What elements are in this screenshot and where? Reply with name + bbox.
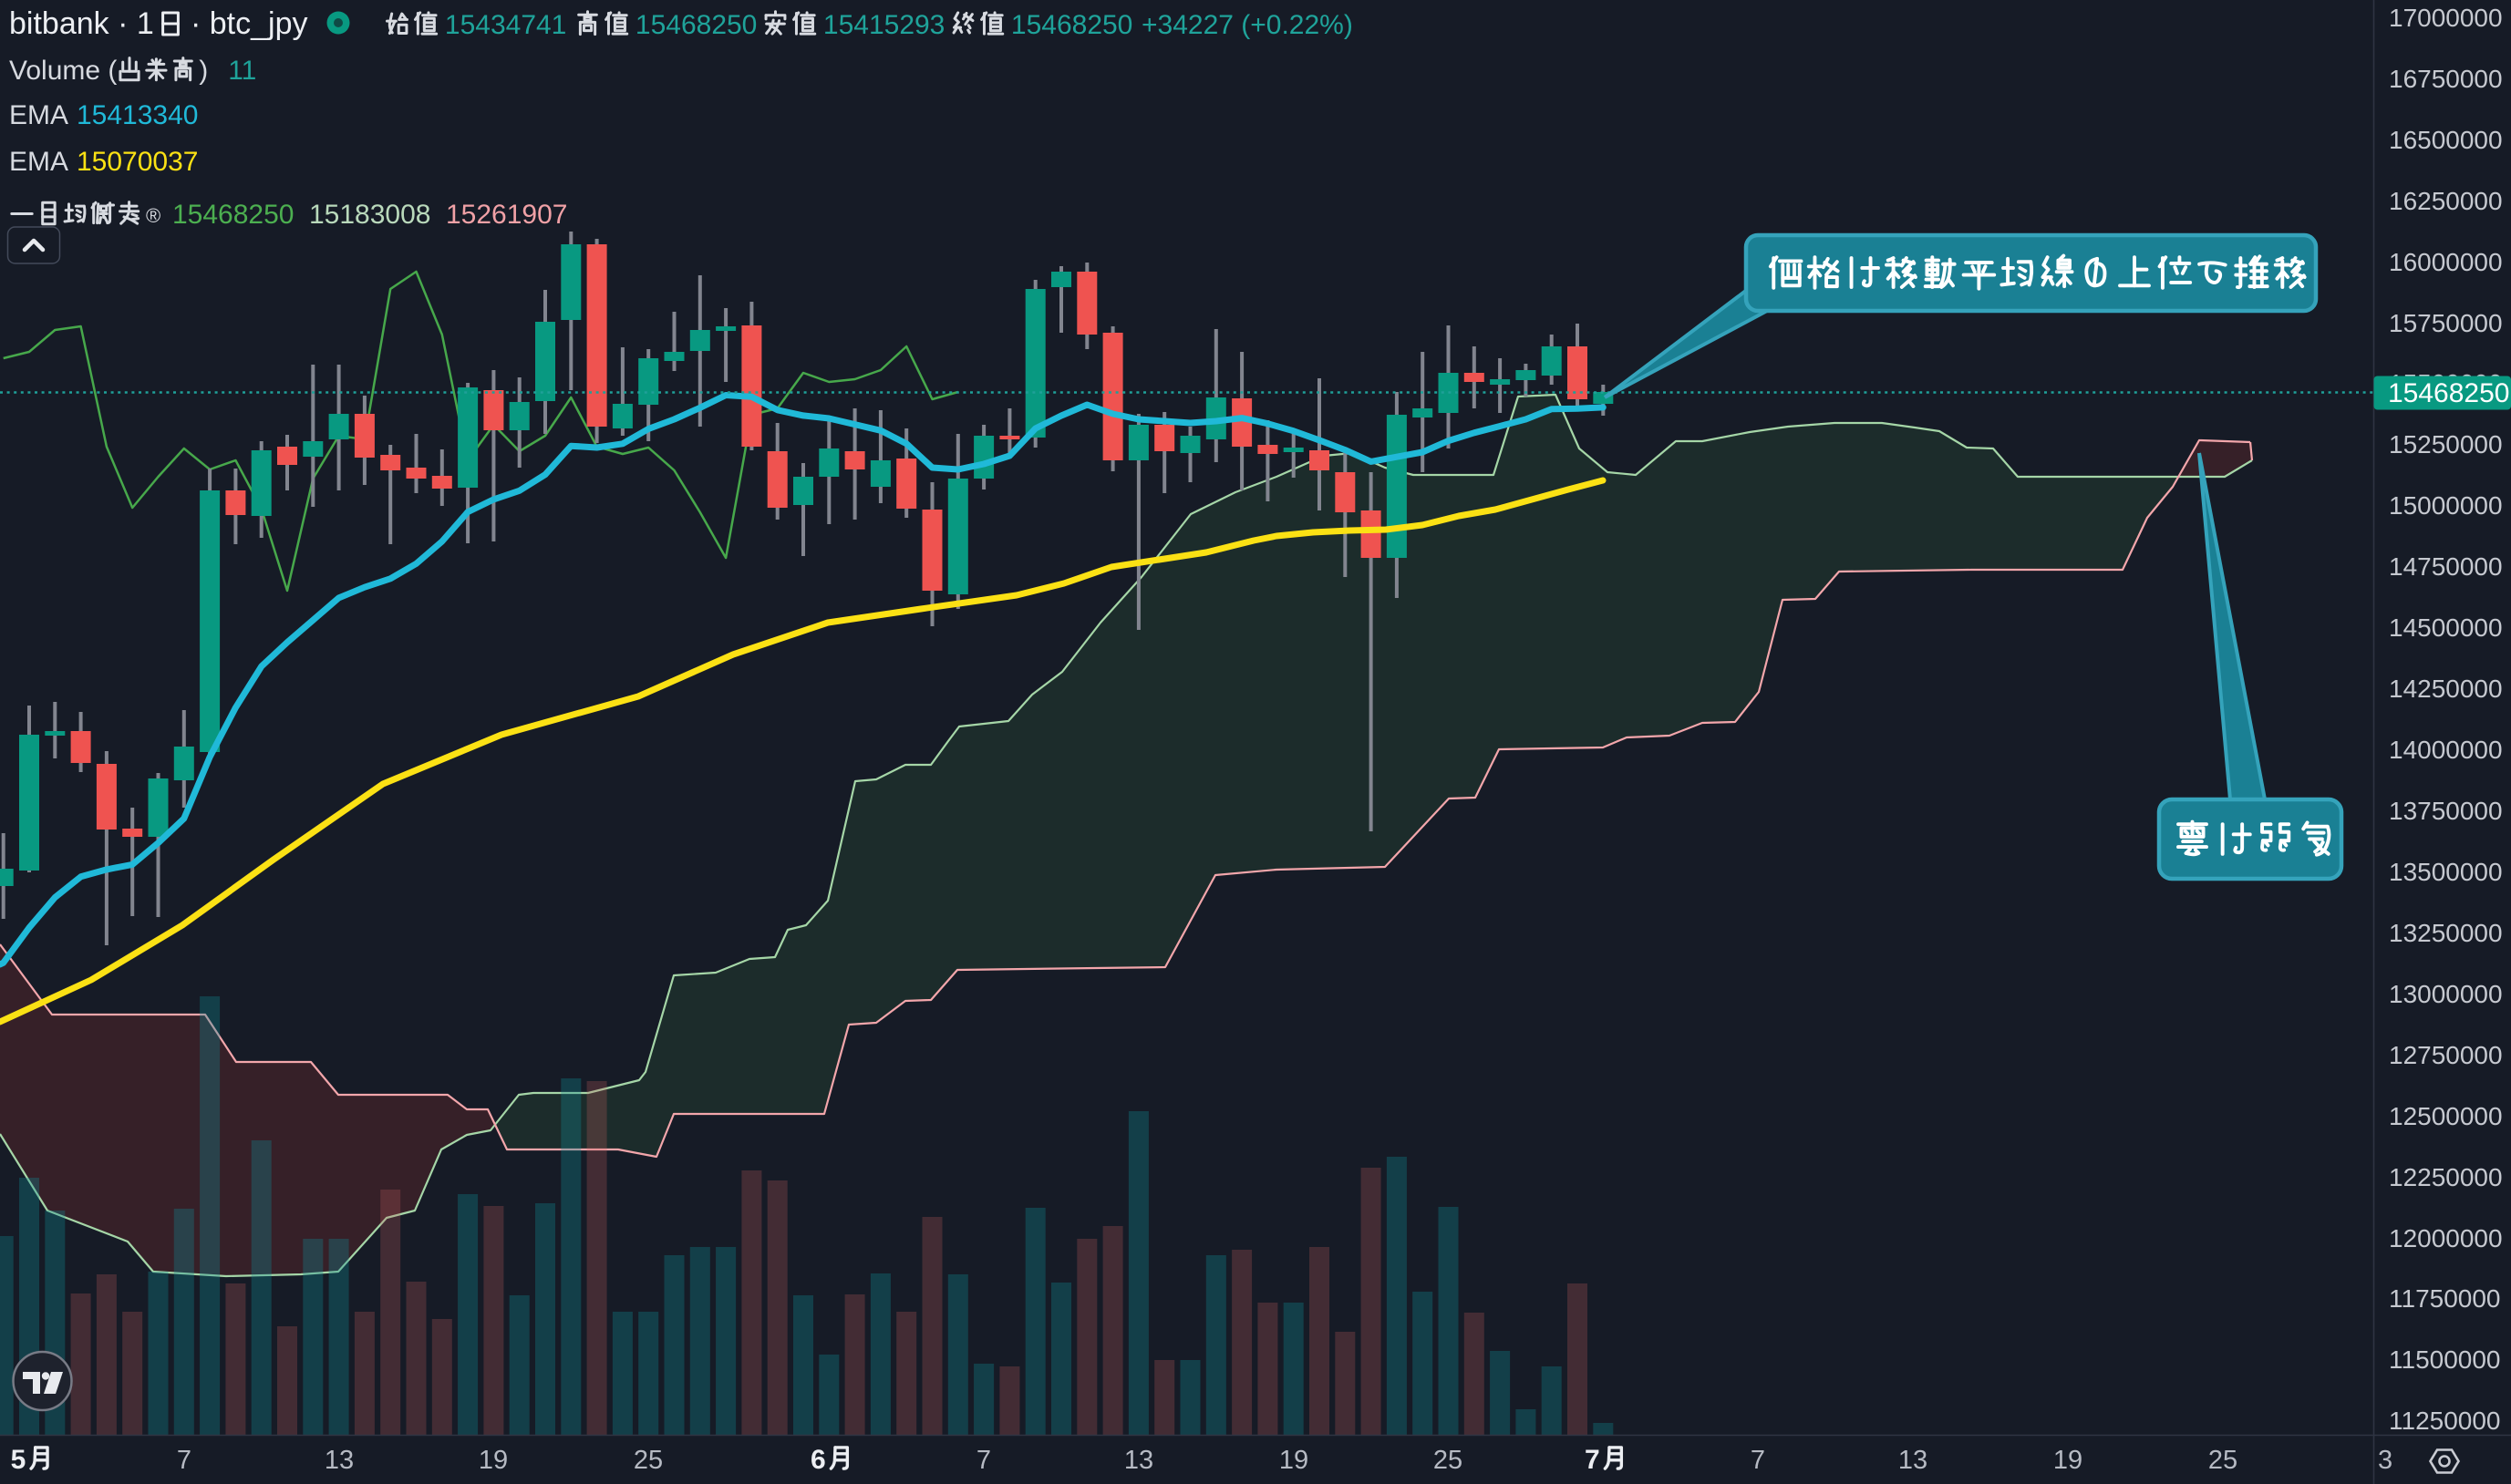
svg-text:25: 25: [2208, 1446, 2237, 1475]
svg-text:12500000: 12500000: [2389, 1102, 2503, 1130]
svg-text:15000000: 15000000: [2389, 491, 2503, 520]
svg-text:11250000: 11250000: [2389, 1407, 2501, 1435]
svg-text:16250000: 16250000: [2389, 187, 2503, 215]
svg-text:12750000: 12750000: [2389, 1041, 2503, 1069]
svg-text:15468250: 15468250: [1011, 10, 1132, 40]
svg-text:7: 7: [1751, 1446, 1765, 1475]
svg-text:3: 3: [2378, 1446, 2392, 1475]
svg-text:EMA: EMA: [9, 147, 68, 177]
svg-text:15434741: 15434741: [445, 10, 566, 40]
svg-text:13750000: 13750000: [2389, 797, 2503, 825]
svg-text:15183008: 15183008: [309, 200, 430, 230]
svg-text:19: 19: [2053, 1446, 2082, 1475]
svg-text:EMA: EMA: [9, 100, 68, 130]
svg-text:11: 11: [228, 56, 256, 86]
svg-text:14000000: 14000000: [2389, 736, 2503, 764]
svg-text:15261907: 15261907: [446, 200, 567, 230]
svg-text:5: 5: [11, 1445, 26, 1475]
svg-text:12000000: 12000000: [2389, 1224, 2503, 1252]
svg-text:®: ®: [146, 204, 160, 227]
svg-text:15250000: 15250000: [2389, 430, 2503, 459]
svg-text:15750000: 15750000: [2389, 309, 2503, 337]
svg-text:14500000: 14500000: [2389, 613, 2503, 642]
svg-text:Volume (: Volume (: [9, 56, 117, 86]
svg-text:16000000: 16000000: [2389, 248, 2503, 276]
svg-text:12250000: 12250000: [2389, 1163, 2503, 1191]
svg-text:14750000: 14750000: [2389, 552, 2503, 581]
svg-text:14250000: 14250000: [2389, 675, 2503, 703]
svg-text:19: 19: [479, 1446, 508, 1475]
svg-text:16500000: 16500000: [2389, 126, 2503, 154]
svg-text:13500000: 13500000: [2389, 858, 2503, 886]
svg-text:13250000: 13250000: [2389, 919, 2503, 947]
svg-text:15468250: 15468250: [2388, 378, 2509, 408]
svg-text:15413340: 15413340: [77, 100, 198, 130]
svg-text:7: 7: [1585, 1445, 1600, 1475]
svg-text:bitbank · 1: bitbank · 1: [9, 6, 154, 41]
svg-text:7: 7: [976, 1446, 991, 1475]
svg-text:13000000: 13000000: [2389, 980, 2503, 1008]
svg-text:13: 13: [325, 1446, 354, 1475]
svg-text:16750000: 16750000: [2389, 65, 2503, 93]
svg-text:15070037: 15070037: [77, 147, 198, 177]
svg-text:): ): [199, 56, 208, 86]
svg-text:25: 25: [1433, 1446, 1462, 1475]
svg-text:13: 13: [1898, 1446, 1927, 1475]
svg-text:7: 7: [177, 1446, 191, 1475]
svg-text:15468250: 15468250: [172, 200, 294, 230]
svg-text:17000000: 17000000: [2389, 4, 2503, 32]
svg-text:13: 13: [1124, 1446, 1153, 1475]
svg-text:25: 25: [634, 1446, 663, 1475]
svg-text:15468250: 15468250: [636, 10, 757, 40]
svg-text:19: 19: [1279, 1446, 1308, 1475]
svg-text:11750000: 11750000: [2389, 1284, 2501, 1313]
svg-text:11500000: 11500000: [2389, 1345, 2501, 1374]
svg-text:+34227 (+0.22%): +34227 (+0.22%): [1142, 10, 1353, 40]
svg-text:· btc_jpy: · btc_jpy: [191, 6, 308, 41]
svg-text:6: 6: [811, 1445, 826, 1475]
svg-text:15415293: 15415293: [823, 10, 945, 40]
